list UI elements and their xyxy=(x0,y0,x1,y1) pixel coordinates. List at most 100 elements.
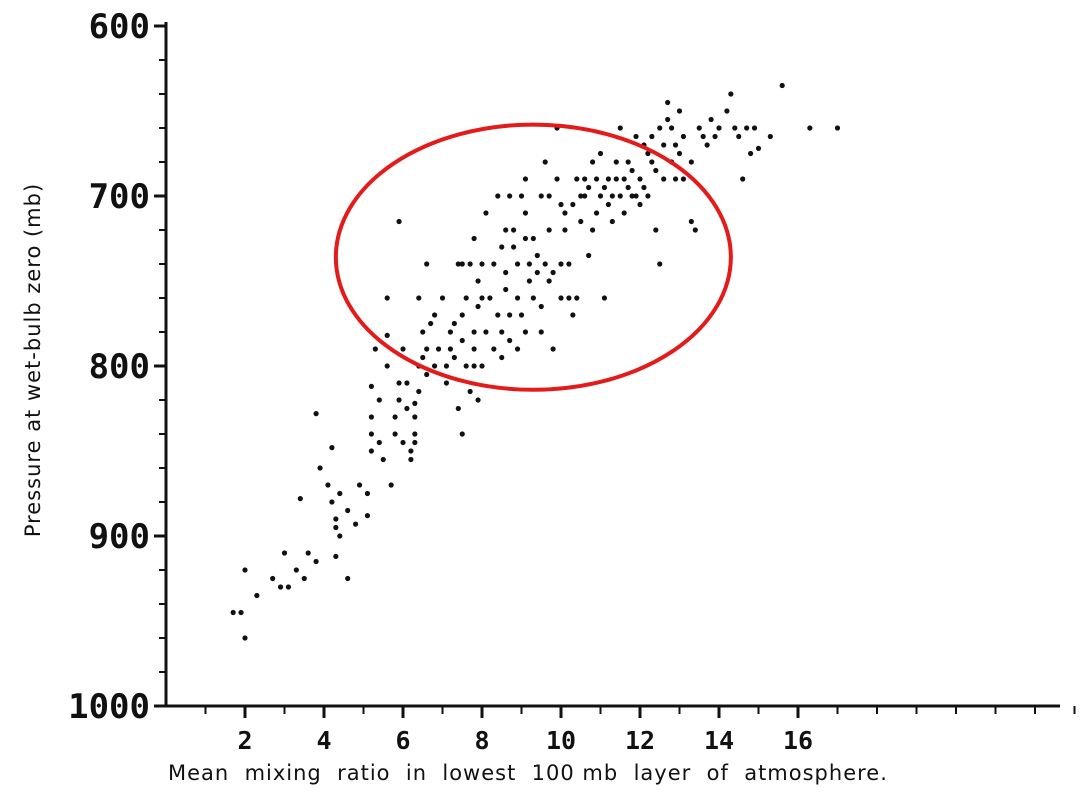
data-point xyxy=(499,354,505,361)
data-point xyxy=(522,210,529,216)
data-point xyxy=(625,184,631,191)
data-point xyxy=(676,108,683,114)
data-point xyxy=(412,431,418,437)
data-point xyxy=(672,176,679,182)
data-point xyxy=(665,99,671,106)
data-point xyxy=(676,150,683,157)
data-point xyxy=(479,295,485,301)
data-point xyxy=(412,439,418,446)
data-point xyxy=(499,329,505,335)
x-tick-label: 12 xyxy=(625,726,655,755)
data-point xyxy=(609,218,615,225)
data-point xyxy=(416,295,422,301)
data-point xyxy=(507,193,513,199)
data-point xyxy=(590,227,596,233)
data-point xyxy=(467,261,473,267)
data-point xyxy=(510,244,517,250)
data-point xyxy=(744,125,750,131)
data-point xyxy=(649,159,655,165)
data-point xyxy=(483,329,489,335)
data-point xyxy=(637,176,643,182)
data-point xyxy=(392,414,398,420)
data-point xyxy=(293,567,299,573)
data-point xyxy=(368,448,374,454)
data-point xyxy=(534,252,540,259)
data-point xyxy=(254,592,260,599)
x-tick-label: 14 xyxy=(704,726,734,755)
data-point xyxy=(388,482,394,488)
data-point xyxy=(345,507,351,514)
x-tick-label: 2 xyxy=(237,726,252,755)
data-point xyxy=(333,524,339,531)
data-point xyxy=(471,346,477,352)
data-point xyxy=(538,329,544,335)
data-point xyxy=(661,142,667,148)
data-point xyxy=(629,167,635,174)
data-point xyxy=(834,125,841,131)
data-point xyxy=(625,159,631,165)
data-point xyxy=(510,227,517,233)
data-point xyxy=(507,312,513,318)
data-point xyxy=(526,261,533,267)
data-point xyxy=(582,176,588,182)
data-point xyxy=(443,363,450,369)
data-point xyxy=(353,521,359,527)
data-point xyxy=(554,176,560,182)
data-point xyxy=(242,635,248,641)
data-point xyxy=(550,346,556,352)
data-point xyxy=(384,363,390,369)
data-point xyxy=(601,295,608,301)
data-point xyxy=(562,227,568,233)
data-point xyxy=(514,346,521,352)
data-point xyxy=(526,278,533,284)
data-point xyxy=(593,210,600,216)
data-point xyxy=(605,176,612,182)
data-point xyxy=(503,227,509,233)
data-point xyxy=(546,193,552,199)
data-point xyxy=(574,295,580,301)
data-point xyxy=(432,312,438,318)
data-point xyxy=(566,261,572,267)
data-point xyxy=(530,235,536,242)
x-tick-label: 10 xyxy=(546,726,576,755)
data-point xyxy=(570,312,576,318)
data-point xyxy=(633,133,639,140)
data-point xyxy=(558,201,564,208)
data-point xyxy=(285,584,292,590)
data-point xyxy=(653,227,659,233)
data-point xyxy=(471,235,477,242)
data-point xyxy=(499,244,505,250)
data-point xyxy=(463,363,469,369)
data-point xyxy=(277,584,284,590)
data-point xyxy=(356,482,363,488)
x-tick-label: 6 xyxy=(395,726,410,755)
data-point xyxy=(337,533,343,539)
data-point xyxy=(483,210,489,216)
data-point xyxy=(392,431,398,437)
data-point xyxy=(712,133,718,140)
data-point xyxy=(586,184,592,191)
data-point xyxy=(641,184,647,191)
data-point xyxy=(439,295,446,301)
data-point xyxy=(368,383,374,389)
data-point xyxy=(404,380,410,386)
y-tick-label: 700 xyxy=(89,177,150,217)
data-point xyxy=(558,261,564,267)
data-point xyxy=(716,125,722,131)
data-point xyxy=(680,133,687,140)
data-point xyxy=(305,550,311,556)
data-point xyxy=(447,329,453,335)
data-point xyxy=(313,411,319,417)
data-point xyxy=(475,303,481,310)
data-point xyxy=(479,261,485,267)
data-point xyxy=(597,193,604,199)
data-point xyxy=(345,575,351,582)
data-point xyxy=(495,193,501,199)
data-point xyxy=(522,235,529,242)
highlight-layer xyxy=(333,122,733,392)
data-point xyxy=(586,252,592,259)
data-point xyxy=(459,337,465,344)
data-point xyxy=(514,261,521,267)
data-point xyxy=(376,397,382,403)
